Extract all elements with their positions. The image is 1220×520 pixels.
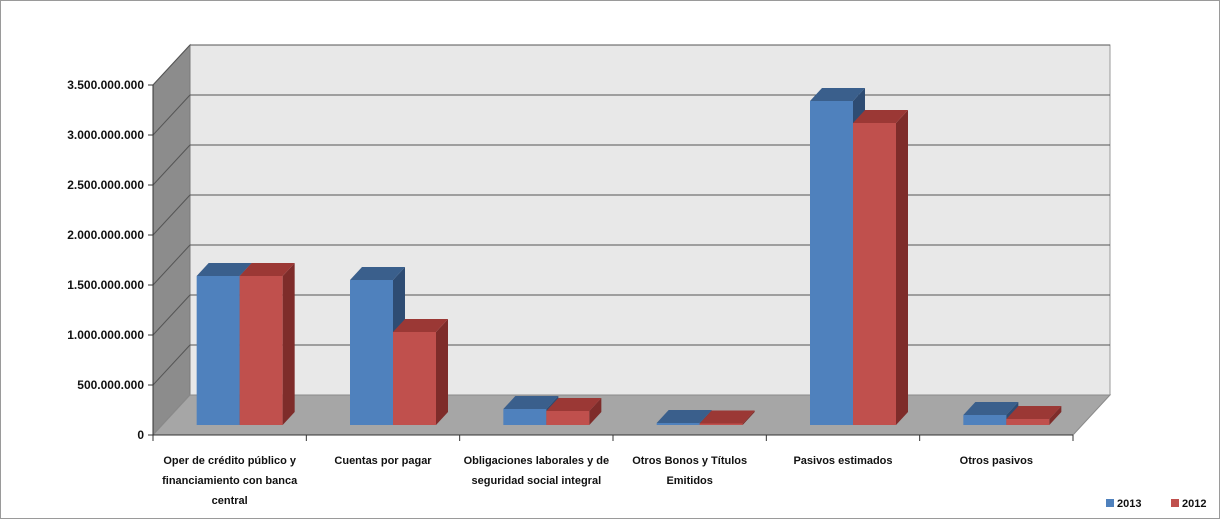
bar-front [1006,419,1050,425]
gridline-depth [152,244,191,286]
category-label-line: seguridad social integral [472,475,602,487]
bar-top [1006,406,1062,419]
bar-side [589,398,602,425]
legend-swatch-2013 [1106,499,1114,507]
y-tick-label: 3.500.000.000 [67,78,144,92]
y-tick-label: 2.000.000.000 [67,228,144,242]
bar-top [350,267,405,280]
bar-front [393,332,436,425]
category-label-line: Pasivos estimados [793,455,892,467]
category-label-line: Oper de crédito público y [163,455,297,467]
category-label-line: Obligaciones laborales y de [464,455,610,467]
category-label-line: Otros pasivos [960,455,1033,467]
bars [196,88,1062,425]
y-tick-label: 1.500.000.000 [67,278,144,292]
bar-2012-6 [1006,406,1062,425]
category-label: Oper de crédito público y financiamiento … [162,455,298,507]
chart-walls [151,43,1112,437]
category-label-line: financiamiento con banca [162,475,298,487]
x-axis: Oper de crédito público y financiamiento … [152,434,1074,507]
bar-2012-4 [699,410,755,425]
bar-top [699,410,755,424]
category-label: Obligaciones laborales y de seguridad soc… [464,455,610,487]
bar-top [393,319,448,332]
side-wall [152,43,191,437]
bar-2012-1 [239,263,295,425]
legend-label-2012: 2012 [1182,498,1206,510]
bar-front [656,423,700,425]
category-label-line: Cuentas por pagar [334,455,432,467]
category-label: Pasivos estimados [793,455,892,467]
gridline-depth [152,344,191,386]
gridline-depth [152,44,191,86]
bar-front [350,280,393,425]
category-label: Cuentas por pagar [334,455,432,467]
bar-side [1049,406,1062,425]
bar-front [963,415,1007,425]
bar-top [546,398,602,411]
bar-top [853,110,908,123]
y-tick-label: 2.500.000.000 [67,178,144,192]
y-tick-label: 3.000.000.000 [67,128,144,142]
bar-top [963,402,1019,415]
bar-top [810,88,865,101]
back-wall [189,44,1111,396]
bar-front [239,276,283,425]
bar-2012-5 [853,110,908,425]
bar-front [853,123,896,425]
category-label: Otros Bonos y Títulos Emitidos [632,455,747,487]
category-label: Otros pasivos [960,455,1033,467]
y-tick-label: 0 [137,428,144,442]
bar-top [196,263,252,276]
bar-2012-3 [546,398,602,425]
bar-front [699,423,743,425]
gridline-depth [152,194,191,236]
bar-front [196,276,240,425]
category-label-line: Otros Bonos y Títulos [632,455,747,467]
category-label-line: central [212,495,248,507]
bar-top [503,396,559,409]
bar-top [656,410,712,423]
bar-top [239,263,295,276]
bar-side [742,410,755,425]
bar-front [503,409,547,425]
bar-2012-2 [393,319,448,425]
legend: 2013 2012 [1106,498,1206,510]
bar-front [546,411,590,425]
gridlines [152,44,1110,386]
y-tick-label: 500.000.000 [77,378,144,392]
bar-front [810,101,853,425]
gridline-depth [152,94,191,136]
gridline-depth [152,294,191,336]
legend-label-2013: 2013 [1117,498,1141,510]
legend-swatch-2012 [1171,499,1179,507]
gridline-depth [152,144,191,186]
bar-side [436,319,448,425]
y-axis: 0 500.000.000 1.000.000.000 1.500.000.000 2.… [67,78,154,442]
bar-side [896,110,908,425]
bar-side [282,263,295,425]
y-tick-label: 1.000.000.000 [67,328,144,342]
category-label-line: Emitidos [666,475,712,487]
